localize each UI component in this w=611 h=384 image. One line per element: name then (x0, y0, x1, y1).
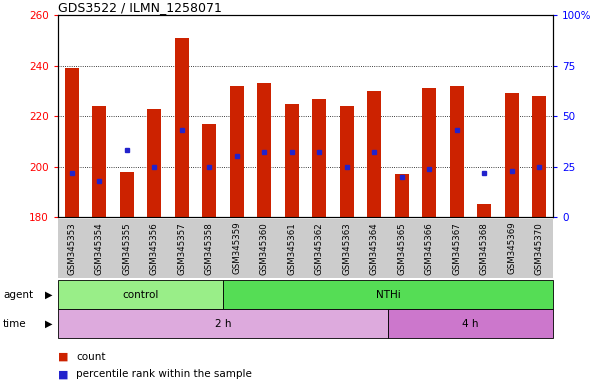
Bar (395, 174, 409, 217)
Text: GSM345367: GSM345367 (452, 222, 461, 275)
Bar (477, 204, 491, 217)
Bar (58, 309, 388, 338)
Text: GSM345355: GSM345355 (122, 222, 131, 275)
Text: GSM345354: GSM345354 (95, 222, 104, 275)
Text: GSM345361: GSM345361 (287, 222, 296, 275)
Bar (92, 106, 106, 217)
Text: time: time (3, 318, 27, 329)
Bar (65, 68, 79, 217)
Text: GSM345359: GSM345359 (232, 222, 241, 275)
Bar (175, 38, 189, 217)
Bar (388, 309, 553, 338)
Text: percentile rank within the sample: percentile rank within the sample (76, 369, 252, 379)
Text: GSM345365: GSM345365 (397, 222, 406, 275)
Text: GSM345358: GSM345358 (205, 222, 214, 275)
Text: ▶: ▶ (45, 290, 52, 300)
Text: GSM345357: GSM345357 (177, 222, 186, 275)
Text: GSM345368: GSM345368 (480, 222, 489, 275)
Text: GSM345370: GSM345370 (535, 222, 544, 275)
Bar (450, 86, 464, 217)
Text: agent: agent (3, 290, 33, 300)
Text: GSM345366: GSM345366 (425, 222, 434, 275)
Bar (367, 91, 381, 217)
Bar (532, 96, 546, 217)
Text: GSM345363: GSM345363 (342, 222, 351, 275)
Bar (202, 124, 216, 217)
Text: GSM345369: GSM345369 (507, 222, 516, 275)
Text: count: count (76, 352, 106, 362)
Text: ■: ■ (58, 369, 68, 379)
Text: 2 h: 2 h (214, 318, 232, 329)
Text: control: control (122, 290, 159, 300)
Bar (340, 106, 354, 217)
Bar (147, 109, 161, 217)
Bar (312, 99, 326, 217)
Bar (505, 93, 519, 217)
Bar (58, 280, 223, 309)
Text: GSM345360: GSM345360 (260, 222, 269, 275)
Text: GDS3522 / ILMN_1258071: GDS3522 / ILMN_1258071 (58, 1, 222, 14)
Bar (422, 88, 436, 217)
Text: GSM345364: GSM345364 (370, 222, 379, 275)
Bar (257, 83, 271, 217)
Bar (285, 104, 299, 217)
Text: NTHi: NTHi (376, 290, 400, 300)
Bar (223, 280, 553, 309)
Bar (230, 86, 244, 217)
Bar (120, 172, 134, 217)
Text: GSM345353: GSM345353 (67, 222, 76, 275)
Text: 4 h: 4 h (462, 318, 479, 329)
Text: ▶: ▶ (45, 318, 52, 329)
Text: GSM345356: GSM345356 (150, 222, 159, 275)
Text: ■: ■ (58, 352, 68, 362)
Text: GSM345362: GSM345362 (315, 222, 324, 275)
